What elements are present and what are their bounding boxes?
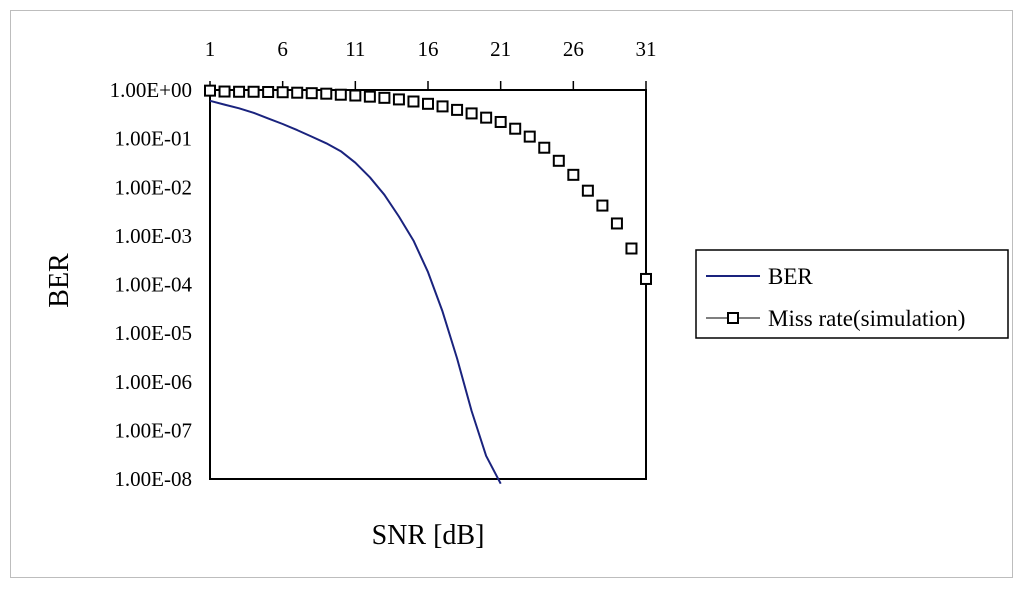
- miss-rate-point: [233, 85, 246, 98]
- miss-rate-point: [378, 91, 391, 104]
- miss-rate-point: [204, 84, 216, 97]
- x-tick-label: 11: [345, 37, 365, 61]
- miss-rate-point: [436, 100, 449, 113]
- legend-swatch-miss-rate-marker: [727, 312, 739, 324]
- miss-rate-point: [596, 199, 609, 212]
- miss-rate-point: [320, 87, 333, 100]
- x-tick-label: 31: [636, 37, 657, 61]
- y-axis-tick-labels: 1.00E+00 1.00E-01 1.00E-02 1.00E-03 1.00E-04…: [110, 78, 193, 491]
- miss-rate-point: [625, 242, 638, 255]
- x-axis-title: SNR [dB]: [372, 520, 485, 551]
- y-tick-label: 1.00E-05: [114, 321, 192, 345]
- miss-rate-point: [392, 93, 405, 106]
- miss-rate-point: [552, 154, 565, 167]
- miss-rate-point: [305, 87, 318, 100]
- miss-rate-point: [567, 168, 580, 181]
- x-tick-label: 26: [563, 37, 584, 61]
- miss-rate-point: [262, 85, 275, 98]
- miss-rate-point: [480, 111, 493, 124]
- x-tick-label: 16: [418, 37, 439, 61]
- legend-box: [695, 249, 1009, 339]
- ber-series-line: [209, 99, 502, 485]
- miss-rate-point: [451, 103, 464, 116]
- y-tick-label: 1.00E-06: [114, 370, 192, 394]
- miss-rate-point: [349, 89, 362, 102]
- legend-label-ber: BER: [768, 264, 813, 289]
- miss-rate-point: [276, 86, 289, 99]
- y-tick-label: 1.00E-08: [114, 467, 192, 491]
- legend-label-miss-rate: Miss rate(simulation): [768, 306, 965, 331]
- miss-rate-point: [363, 90, 376, 103]
- y-tick-label: 1.00E-02: [114, 175, 192, 199]
- miss-rate-point: [465, 107, 478, 120]
- y-axis-title: BER: [44, 253, 75, 308]
- miss-rate-point: [218, 85, 231, 98]
- y-tick-label: 1.00E-01: [114, 127, 192, 151]
- x-axis-tick-labels: 1 6 11 16 21 26 31: [205, 37, 657, 61]
- y-tick-label: 1.00E+00: [110, 78, 192, 102]
- miss-rate-point: [581, 184, 594, 197]
- miss-rate-point: [509, 122, 522, 135]
- miss-rate-point: [247, 85, 260, 98]
- miss-rate-point: [640, 272, 652, 285]
- miss-rate-point: [523, 130, 536, 143]
- miss-rate-point: [334, 88, 347, 101]
- series-layer: [204, 84, 652, 485]
- y-tick-label: 1.00E-04: [114, 273, 192, 297]
- y-tick-label: 1.00E-07: [114, 418, 192, 442]
- x-tick-label: 21: [490, 37, 511, 61]
- miss-rate-point: [610, 217, 623, 230]
- x-axis-ticks: [209, 81, 647, 90]
- y-tick-label: 1.00E-03: [114, 224, 192, 248]
- miss-rate-point: [407, 95, 420, 108]
- x-tick-label: 1: [205, 37, 216, 61]
- x-tick-label: 6: [277, 37, 288, 61]
- miss-rate-point: [291, 86, 304, 99]
- miss-rate-point: [494, 115, 507, 128]
- legend: BER Miss rate(simulation): [695, 249, 1009, 339]
- miss-rate-point: [538, 141, 551, 154]
- miss-rate-point: [422, 97, 434, 110]
- plot-area: [209, 89, 647, 480]
